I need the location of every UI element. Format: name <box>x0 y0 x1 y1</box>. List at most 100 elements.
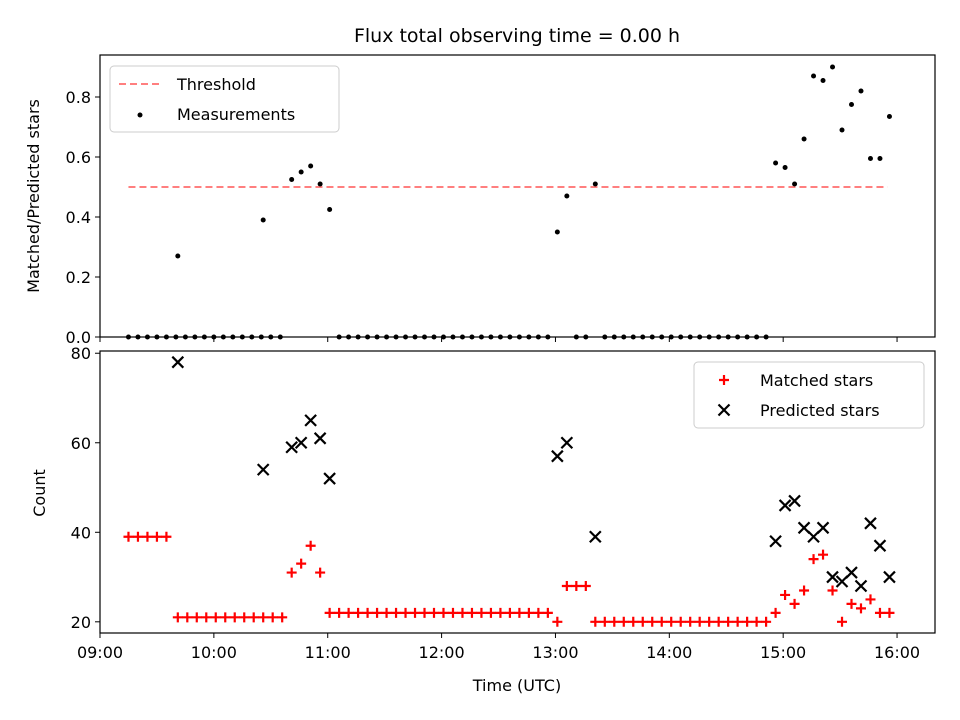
bottom-y-tick-label: 40 <box>71 523 91 542</box>
matched-star-point <box>656 616 667 627</box>
matched-star-point <box>457 607 468 618</box>
matched-star-point <box>495 607 506 618</box>
matched-star-point <box>761 616 772 627</box>
measurement-point <box>592 181 598 187</box>
matched-star-point <box>248 612 259 623</box>
bottom-legend-box <box>693 361 925 429</box>
matched-star-point <box>419 607 430 618</box>
predicted-star-point <box>769 534 782 548</box>
measurement-point <box>317 181 323 187</box>
measurement-point <box>839 127 845 133</box>
matched-star-point <box>476 607 487 618</box>
matched-star-point <box>685 616 696 627</box>
predicted-star-point <box>285 440 298 454</box>
matched-star-point <box>571 581 582 591</box>
matched-star-point <box>391 607 402 618</box>
matched-star-point <box>837 616 848 627</box>
measurement-point <box>830 64 836 70</box>
bottom-x-tick-label: 16:00 <box>874 643 920 662</box>
top-legend-box <box>109 65 340 133</box>
matched-star-point <box>142 531 153 542</box>
measurement-point <box>175 253 181 259</box>
top-plot-area: 0.0 0.2 0.4 0.6 0.8 Threshold Measurements <box>66 54 936 347</box>
matched-star-point <box>324 607 335 618</box>
measurement-point <box>849 102 854 107</box>
matched-star-point <box>410 607 421 618</box>
matched-star-point <box>713 616 724 627</box>
matched-star-point <box>780 589 791 600</box>
matched-star-point <box>675 616 686 627</box>
measurement-point <box>801 136 807 142</box>
measurement-point <box>260 217 266 223</box>
measurement-point <box>773 160 779 166</box>
predicted-star-point <box>816 521 830 535</box>
predicted-star-point <box>294 436 308 450</box>
top-y-tick-label: 0.0 <box>66 328 91 347</box>
matched-star-point <box>372 607 383 618</box>
matched-star-point <box>799 585 810 596</box>
bottom-y-tick-label: 80 <box>71 344 91 363</box>
matched-star-point <box>161 531 172 542</box>
matched-star-point <box>353 607 364 618</box>
matched-star-point <box>381 607 392 618</box>
top-y-tick-label: 0.8 <box>66 88 91 107</box>
bottom-x-tick-label: 13:00 <box>532 643 578 662</box>
matched-star-point <box>429 607 439 618</box>
measurement-point <box>564 193 570 199</box>
predicted-star-point <box>256 463 270 476</box>
predicted-star-point <box>826 570 839 584</box>
matched-star-point <box>267 612 278 623</box>
bottom-plot-area: 20 40 60 80 09:00 10:00 11:00 12:00 13:00 14:00 15… <box>71 344 936 662</box>
matched-star-point <box>751 616 762 627</box>
matched-star-point <box>438 607 449 618</box>
matched-star-point <box>201 612 212 623</box>
matched-star-point <box>742 616 753 627</box>
matched-star-point <box>447 607 458 618</box>
measurement-point <box>327 207 333 212</box>
matched-star-point <box>334 607 345 618</box>
bottom-y-tick-label: 60 <box>71 434 91 453</box>
legend-matched-label: Matched stars <box>760 371 873 390</box>
matched-star-point <box>855 603 866 614</box>
top-legend: Threshold Measurements <box>109 65 340 133</box>
top-plot-frame <box>99 54 936 338</box>
matched-star-point <box>818 549 829 560</box>
bottom-y-tick-label: 20 <box>71 613 91 632</box>
matched-star-point <box>466 607 477 618</box>
matched-star-point <box>580 581 591 591</box>
bottom-x-tick-label: 14:00 <box>646 643 692 662</box>
measurement-point <box>877 156 883 161</box>
matched-star-point <box>239 612 250 623</box>
matched-star-point <box>220 612 231 623</box>
predicted-star-point <box>845 566 858 579</box>
measurement-point <box>858 88 864 94</box>
matched-star-point <box>362 607 373 618</box>
matched-star-point <box>172 612 183 623</box>
matched-star-point <box>123 531 134 542</box>
top-chart-title: Flux total observing time = 0.00 h <box>354 25 680 47</box>
predicted-star-point <box>883 570 896 584</box>
bottom-y-axis-label: Count <box>30 469 49 517</box>
matched-star-point <box>542 607 553 618</box>
legend-measurements-label: Measurements <box>177 105 295 124</box>
matched-star-point <box>770 607 781 618</box>
matched-star-point <box>315 567 326 578</box>
matched-star-point <box>808 554 819 565</box>
matched-star-point <box>210 612 221 623</box>
matched-star-point <box>590 616 601 627</box>
matched-star-point <box>694 616 705 627</box>
measurement-point <box>554 229 560 235</box>
predicted-star-point <box>864 517 877 530</box>
matched-star-point <box>827 585 838 596</box>
top-y-tick-label: 0.6 <box>66 148 91 167</box>
predicted-star-point <box>551 449 564 463</box>
predicted-star-point <box>797 521 811 535</box>
matched-star-point <box>523 607 534 618</box>
bottom-x-tick-label: 12:00 <box>419 643 465 662</box>
matched-star-point <box>151 531 162 542</box>
legend-matched-swatch <box>719 375 729 385</box>
bottom-plot-frame <box>99 350 936 634</box>
measurement-point <box>782 165 788 170</box>
measurement-point <box>308 163 314 169</box>
